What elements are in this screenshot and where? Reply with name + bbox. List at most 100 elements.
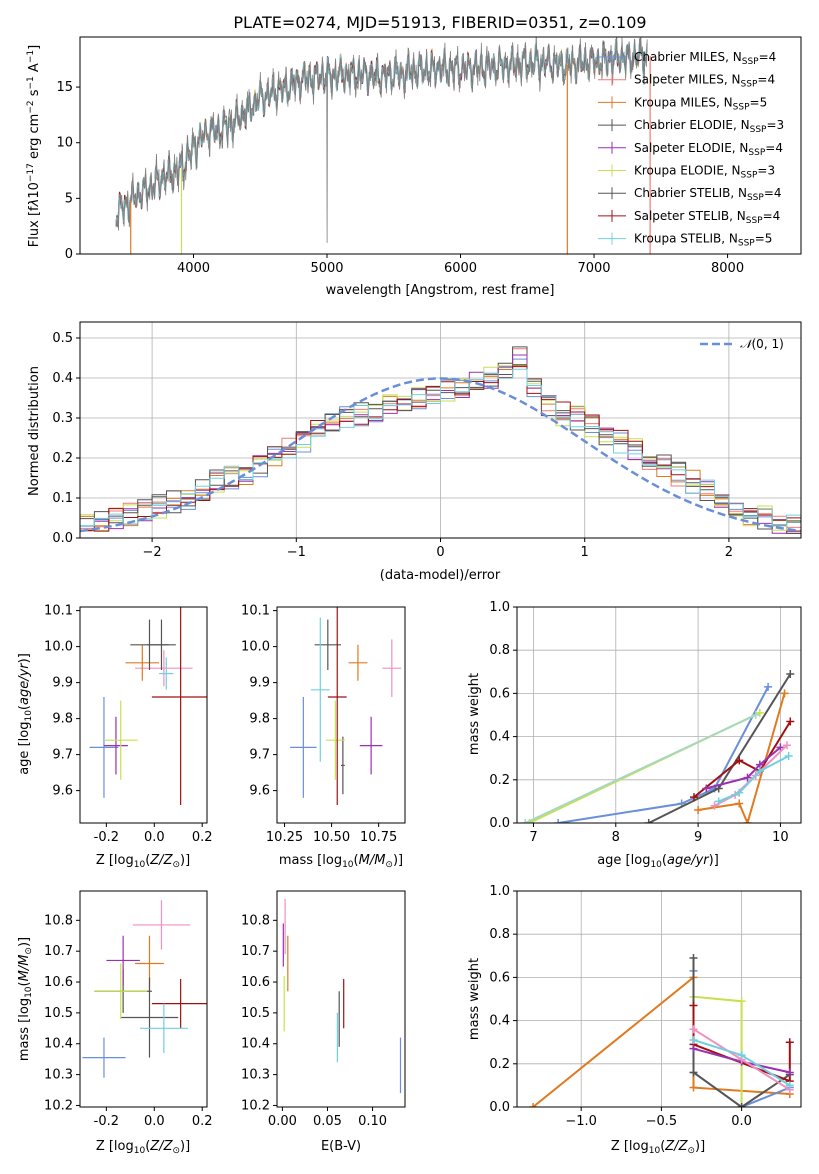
plus-marker bbox=[554, 819, 563, 823]
plus-marker bbox=[764, 682, 773, 691]
plus-marker bbox=[780, 689, 789, 698]
age-vs-z-ylabel: age [log10(age/yr)] bbox=[17, 653, 34, 775]
x-tick-label: 7000 bbox=[577, 261, 610, 276]
y-tick-label: 9.9 bbox=[249, 676, 270, 691]
y-tick-label: 10.6 bbox=[44, 975, 73, 990]
y-tick-label: 10.0 bbox=[241, 640, 270, 655]
mass-weight-lines bbox=[521, 669, 795, 823]
plus-marker bbox=[689, 1044, 698, 1053]
y-tick-label: 10.2 bbox=[44, 1098, 73, 1113]
plus-marker bbox=[743, 773, 752, 782]
y-tick-label: 0.4 bbox=[52, 371, 73, 386]
plus-marker bbox=[714, 797, 723, 806]
y-tick-label: 15 bbox=[56, 80, 73, 95]
x-tick-label: 0.2 bbox=[192, 1114, 213, 1129]
plus-marker bbox=[689, 793, 698, 802]
y-tick-label: 10.4 bbox=[44, 1037, 73, 1052]
mass-vs-ebv-panel: E(B-V) 0.00 0.05 0.10 10.2 10.3 10.4 10.5 10.6 1… bbox=[241, 890, 406, 1154]
axes-frame bbox=[79, 890, 208, 1108]
observed-spectrum-line bbox=[115, 37, 648, 243]
y-tick-label: 5 bbox=[65, 191, 73, 206]
mass-vs-z-xlabel: Z [log10(Z/Z⊙)] bbox=[96, 1139, 190, 1156]
histogram-group bbox=[80, 346, 801, 534]
legend-label: Kroupa STELIB, NSSP=5 bbox=[634, 232, 772, 249]
spectrum-xlabel: wavelength [Angstrom, rest frame] bbox=[326, 283, 555, 298]
axes-frame bbox=[79, 606, 208, 824]
plus-marker bbox=[743, 819, 752, 823]
y-tick-label: 9.9 bbox=[52, 676, 73, 691]
y-tick-label: 0.2 bbox=[489, 1057, 510, 1072]
legend-label: Salpeter STELIB, NSSP=4 bbox=[634, 209, 780, 226]
y-tick-label: 0.2 bbox=[489, 773, 510, 788]
legend-subscript: SSP bbox=[733, 102, 750, 112]
x-tick-label: 0.10 bbox=[358, 1114, 387, 1129]
y-tick-label: 9.8 bbox=[52, 712, 73, 727]
legend-label: Chabrier STELIB, NSSP=4 bbox=[634, 186, 782, 203]
plus-marker bbox=[644, 819, 653, 823]
x-tick-label: 10.75 bbox=[360, 830, 397, 845]
y-tick-label: 0.3 bbox=[52, 411, 73, 426]
x-tick-label: 1 bbox=[581, 545, 589, 560]
plus-marker bbox=[737, 1103, 746, 1107]
mass-vs-z-panel: Z [log10(Z/Z⊙)] mass [log10(M/M⊙)] -0.2 0… bbox=[17, 890, 213, 1156]
axes-frame bbox=[516, 890, 802, 1108]
plus-marker bbox=[785, 1081, 794, 1090]
plus-marker bbox=[783, 741, 792, 750]
y-tick-label: 0.6 bbox=[489, 970, 510, 985]
residual-xlabel: (data-model)/error bbox=[380, 568, 501, 583]
residual-legend: 𝒩(0, 1) bbox=[700, 337, 784, 351]
normal-reference-curve bbox=[80, 377, 801, 533]
axes-frame bbox=[79, 321, 802, 539]
plus-marker bbox=[521, 819, 530, 823]
x-tick-label: 8 bbox=[612, 830, 620, 845]
legend-subscript: SSP bbox=[742, 57, 759, 67]
spectrum-title: PLATE=0274, MJD=51913, FIBERID=0351, z=0… bbox=[233, 13, 646, 32]
y-tick-label: 10.1 bbox=[44, 604, 73, 619]
x-tick-label: 0.0 bbox=[144, 830, 165, 845]
y-tick-label: 10.0 bbox=[44, 640, 73, 655]
x-tick-label: 0.05 bbox=[313, 1114, 342, 1129]
legend-subscript: SSP bbox=[747, 193, 764, 203]
plus-marker bbox=[689, 1068, 698, 1077]
x-tick-label: 8000 bbox=[711, 261, 744, 276]
residual-histogram bbox=[80, 368, 801, 527]
plus-marker bbox=[689, 1001, 698, 1010]
mass-weight-vs-age-panel: age [log10(age/yr)] mass weight 7 8 9 10 0.0… bbox=[467, 600, 802, 870]
spectrum-ylabel: Flux [fλ10−17 erg cm−2 s−1 A−1] bbox=[26, 45, 42, 247]
plus-marker bbox=[694, 806, 703, 815]
x-tick-label: −1 bbox=[287, 545, 306, 560]
legend-value: =4 bbox=[759, 50, 777, 64]
plus-marker bbox=[702, 784, 711, 793]
y-tick-label: 10.7 bbox=[241, 944, 270, 959]
mass-weight-lines bbox=[529, 953, 794, 1107]
axes-frame bbox=[516, 606, 802, 824]
y-tick-label: 1.0 bbox=[489, 600, 510, 615]
x-tick-label: 4000 bbox=[177, 261, 210, 276]
residual-panel: (data-model)/error Normed distribution −… bbox=[27, 321, 802, 583]
plus-marker bbox=[735, 788, 744, 797]
y-tick-label: 0.8 bbox=[489, 927, 510, 942]
spectrum-panel: PLATE=0274, MJD=51913, FIBERID=0351, z=0… bbox=[26, 13, 802, 298]
errorbar-group bbox=[282, 898, 402, 1094]
x-tick-label: 10 bbox=[772, 830, 789, 845]
y-tick-label: 0.2 bbox=[52, 451, 73, 466]
y-tick-label: 10.3 bbox=[44, 1068, 73, 1083]
x-tick-label: 0.2 bbox=[192, 830, 213, 845]
legend-value: =3 bbox=[766, 118, 784, 132]
plus-marker bbox=[689, 1036, 698, 1045]
y-tick-label: 0.5 bbox=[52, 331, 73, 346]
legend-subscript: SSP bbox=[750, 125, 767, 135]
y-tick-label: 9.7 bbox=[249, 748, 270, 763]
mass-weight-vs-age-plot-area: 7 8 9 10 0.0 0.2 0.4 0.6 0.8 1.0 bbox=[489, 600, 802, 845]
plus-marker bbox=[689, 1025, 698, 1034]
x-tick-label: −2 bbox=[143, 545, 162, 560]
y-tick-label: 10.4 bbox=[241, 1037, 270, 1052]
x-tick-label: −0.5 bbox=[646, 1114, 678, 1129]
y-tick-label: 10.6 bbox=[241, 975, 270, 990]
mass-weight-vs-z-plot-area: −1.0 −0.5 0.0 0.0 0.2 0.4 0.6 0.8 1.0 bbox=[489, 884, 802, 1129]
age-vs-z-xlabel: Z [log10(Z/Z⊙)] bbox=[96, 853, 190, 870]
age-vs-mass-panel: mass [log10(M/M⊙)] 10.25 10.50 10.75 9.6 9.7… bbox=[241, 604, 406, 870]
x-tick-label: 9 bbox=[694, 830, 702, 845]
legend-label: Salpeter ELODIE, NSSP=4 bbox=[634, 141, 783, 158]
